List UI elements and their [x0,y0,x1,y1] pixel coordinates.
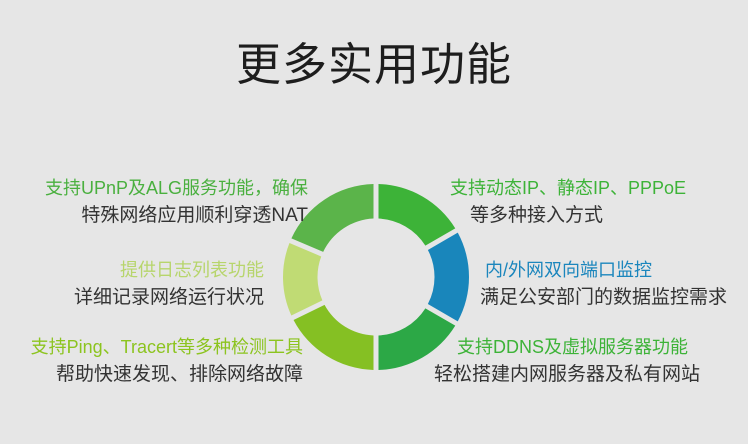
donut-segment-log-list [283,242,323,316]
feature-upnp-alg: 支持UPnP及ALG服务功能，确保 特殊网络应用顺利穿透NAT [45,174,308,230]
feature-heading-ping-tracert: 支持Ping、Tracert等多种检测工具 [30,337,303,357]
feature-desc-log-list: 详细记录网络运行状况 [73,287,264,308]
feature-port-monitor: 内/外网双向端口监控 满足公安部门的数据监控需求 [480,256,727,312]
feature-desc-wan-access: 等多种接入方式 [470,205,604,226]
feature-heading-log-list: 提供日志列表功能 [120,260,264,280]
feature-ddns-vserver: 支持DDNS及虚拟服务器功能 轻松搭建内网服务器及私有网站 [434,333,700,389]
feature-desc-port-monitor: 满足公安部门的数据监控需求 [480,287,728,308]
feature-heading-ddns-vserver: 支持DDNS及虚拟服务器功能 [457,337,689,357]
page-title: 更多实用功能 [235,39,512,90]
donut-segment-wan-access [378,184,456,246]
feature-wan-access: 支持动态IP、静态IP、PPPoE 等多种接入方式 [450,174,686,230]
feature-desc-upnp-alg: 特殊网络应用顺利穿透NAT [81,205,308,226]
feature-desc-ping-tracert: 帮助快速发现、排除网络故障 [55,364,303,385]
feature-log-list: 提供日志列表功能 详细记录网络运行状况 [74,256,264,312]
feature-heading-wan-access: 支持动态IP、静态IP、PPPoE [450,178,687,198]
donut-segment-port-monitor [427,232,469,322]
feature-heading-upnp-alg: 支持UPnP及ALG服务功能，确保 [44,178,308,198]
feature-ping-tracert: 支持Ping、Tracert等多种检测工具 帮助快速发现、排除网络故障 [31,333,303,389]
feature-heading-port-monitor: 内/外网双向端口监控 [485,260,653,280]
donut-segment-ping-tracert [293,304,374,370]
feature-desc-ddns-vserver: 轻松搭建内网服务器及私有网站 [434,364,701,385]
